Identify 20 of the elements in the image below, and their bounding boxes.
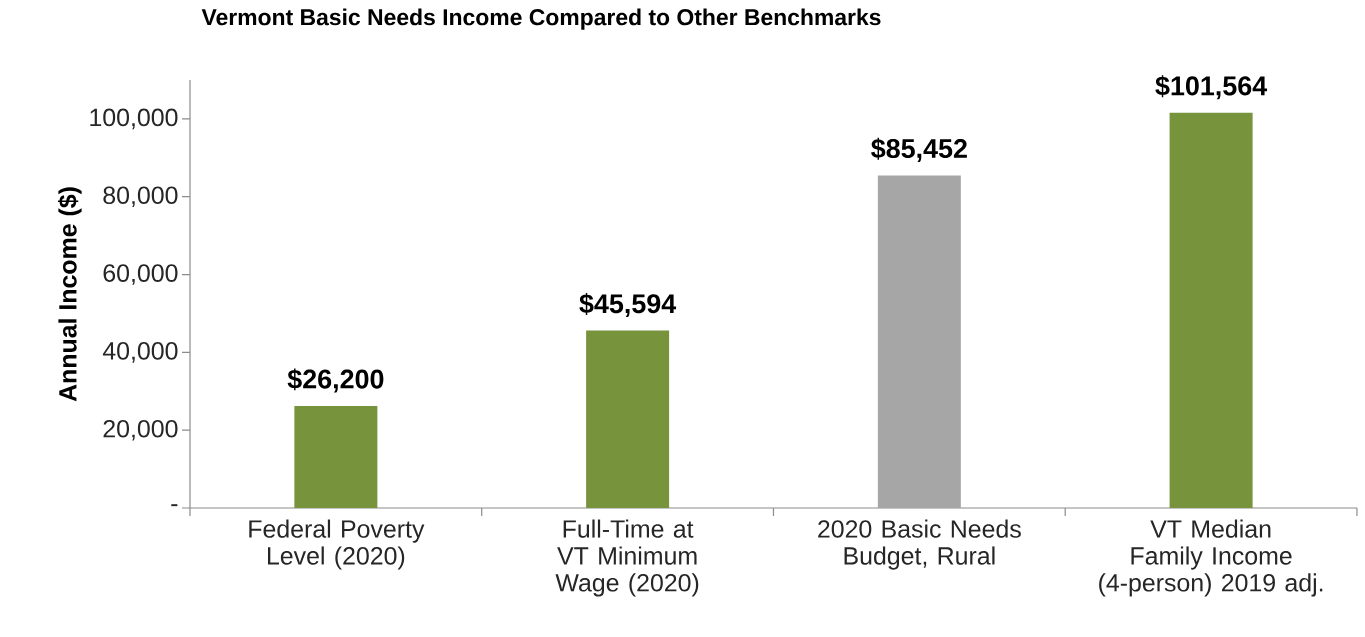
data-label: $26,200 [287, 368, 384, 393]
x-tick-label: VT Median Family Income (4-person) 2019 adj. [1099, 519, 1323, 597]
y-tick-label: 20,000 [103, 419, 178, 441]
y-tick-label: - [171, 504, 178, 507]
x-tick-label: Federal Poverty Level (2020) [249, 519, 425, 570]
bar [586, 330, 670, 508]
chart-title: Vermont Basic Needs Income Compared to Other Benchmarks [201, 8, 881, 30]
y-tick-label: 100,000 [90, 108, 178, 130]
y-axis-title: Annual Income ($) [57, 187, 82, 402]
bar [1169, 112, 1253, 508]
data-label: $101,564 [1155, 75, 1268, 100]
data-label: $85,452 [871, 137, 967, 162]
y-tick-label: 60,000 [103, 264, 178, 285]
bar [294, 406, 378, 508]
x-tick-label: Full-Time at VT Minimum Wage (2020) [555, 519, 699, 597]
y-tick-label: 40,000 [102, 342, 178, 363]
x-tick-label: 2020 Basic Needs Budget, Rural [818, 519, 1021, 570]
y-tick-label: 80,000 [103, 186, 178, 208]
bar [877, 175, 961, 508]
data-label: $45,594 [579, 292, 677, 318]
